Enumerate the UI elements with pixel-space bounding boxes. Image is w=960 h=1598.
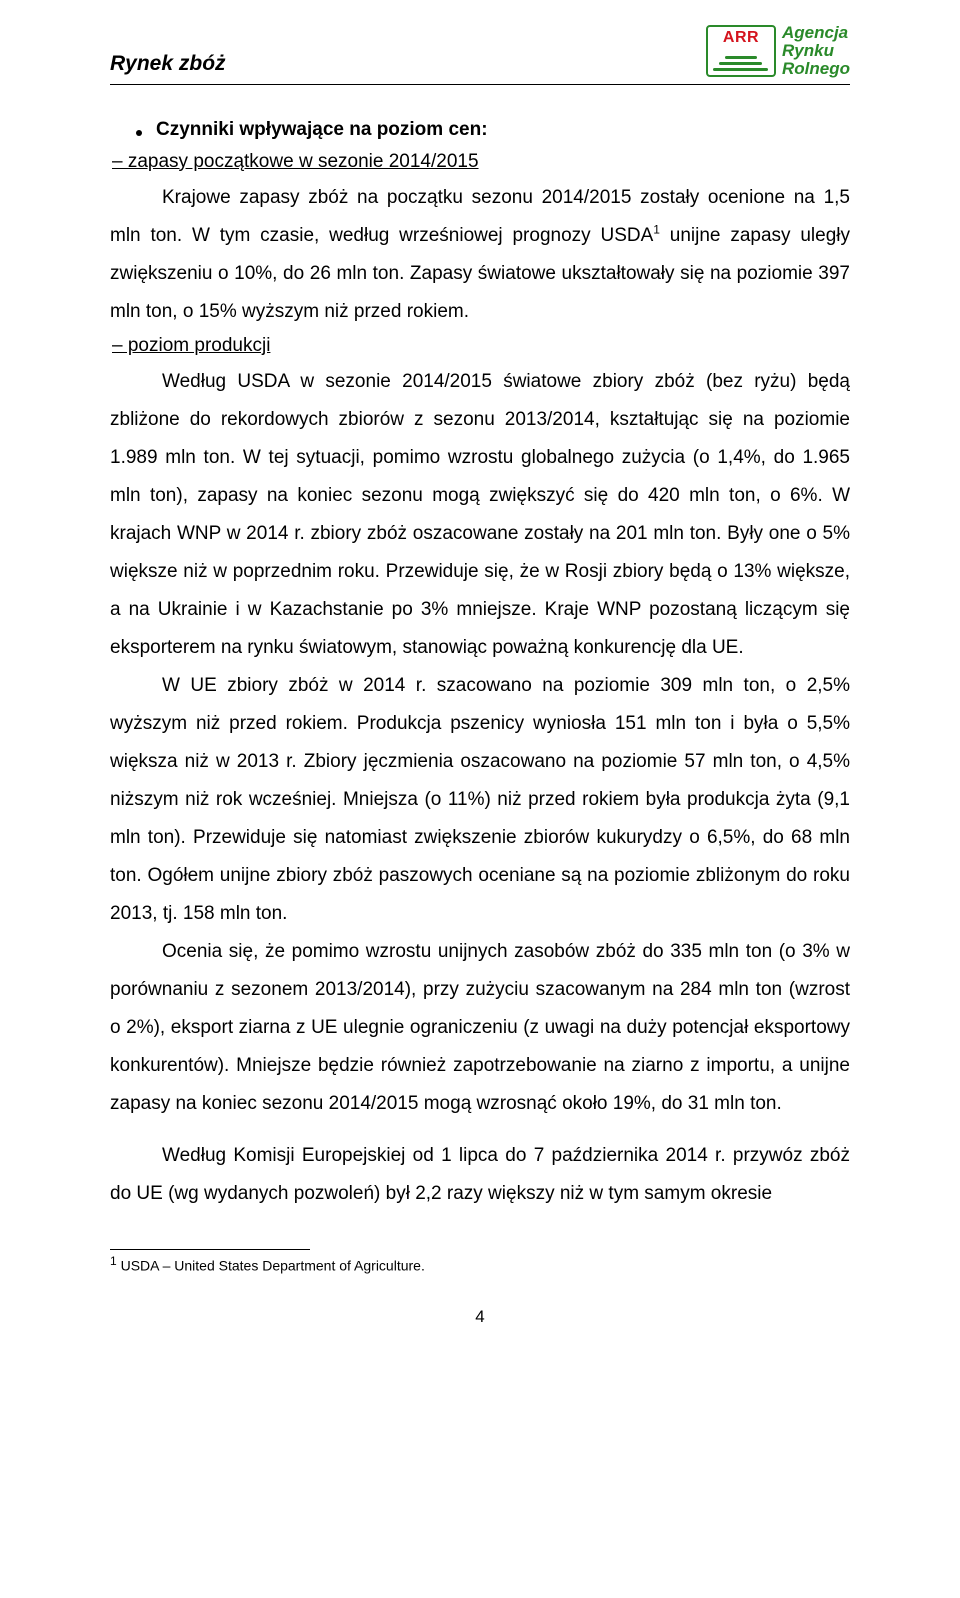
bullet-heading: Czynniki wpływające na poziom cen: (156, 119, 488, 141)
bullet-heading-row: Czynniki wpływające na poziom cen: (136, 119, 850, 141)
bullet-icon (136, 130, 142, 136)
arr-logo-field-icon (712, 52, 770, 71)
subheading-production: – poziom produkcji (112, 335, 850, 357)
arr-logo-text: Agencja Rynku Rolnego (782, 24, 850, 78)
page-header: Rynek zbóż ARR Agencja Rynku Rolnego (110, 24, 850, 85)
footnote-1: 1 USDA – United States Department of Agr… (110, 1254, 850, 1274)
para-production-2: W UE zbiory zbóż w 2014 r. szacowano na … (110, 667, 850, 933)
arr-logo-line3: Rolnego (782, 60, 850, 78)
header-title: Rynek zbóż (110, 52, 226, 78)
arr-logo: ARR Agencja Rynku Rolnego (706, 24, 850, 78)
subheading-stocks: – zapasy początkowe w sezonie 2014/2015 (112, 151, 850, 173)
footnote-text: USDA – United States Department of Agric… (117, 1257, 425, 1273)
arr-logo-line1: Agencja (782, 24, 850, 42)
para-production-3: Ocenia się, że pomimo wzrostu unijnych z… (110, 933, 850, 1123)
footnote-rule (110, 1249, 310, 1250)
arr-logo-acronym: ARR (712, 30, 770, 46)
arr-logo-line2: Rynku (782, 42, 850, 60)
footnote-ref-1: 1 (653, 222, 660, 236)
footnote-num: 1 (110, 1254, 117, 1268)
para-stocks: Krajowe zapasy zbóż na początku sezonu 2… (110, 179, 850, 331)
para-production-4: Według Komisji Europejskiej od 1 lipca d… (110, 1137, 850, 1213)
arr-logo-mark: ARR (706, 25, 776, 77)
document-page: Rynek zbóż ARR Agencja Rynku Rolnego Czy… (0, 0, 960, 1598)
para-production-1: Według USDA w sezonie 2014/2015 światowe… (110, 363, 850, 667)
page-number: 4 (110, 1307, 850, 1327)
